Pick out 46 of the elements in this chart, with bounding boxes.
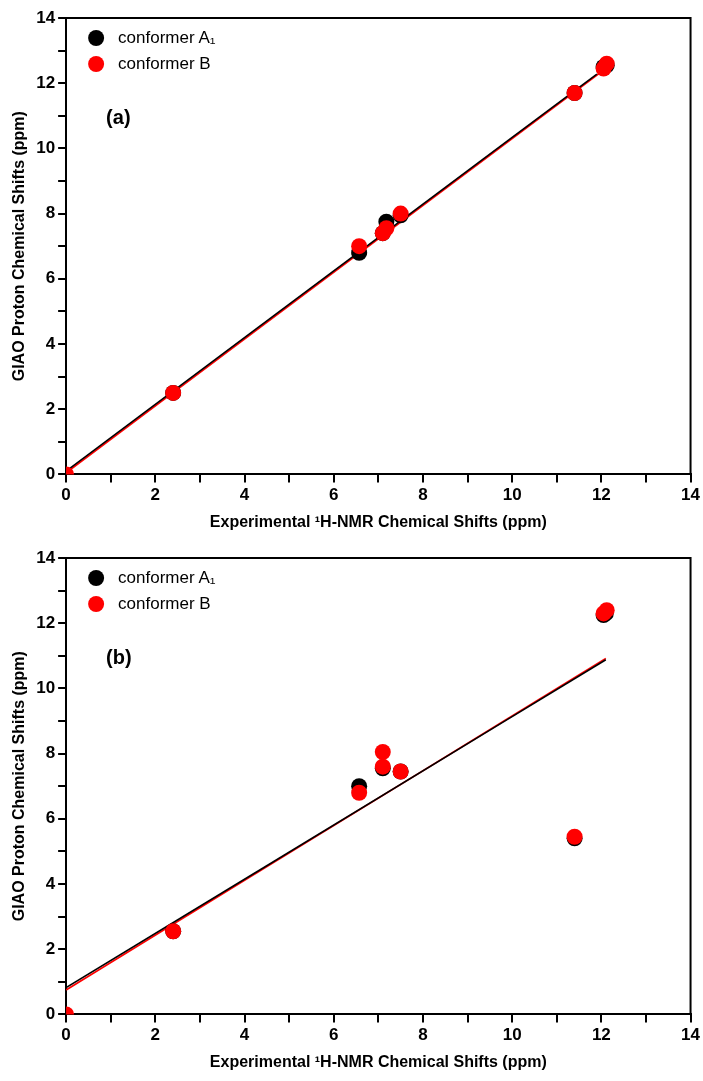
x-tick-label: 4: [239, 1025, 250, 1045]
y-tick-label: 4: [45, 873, 56, 893]
y-tick-label: 12: [36, 612, 56, 632]
x-axis-title: Experimental ¹H-NMR Chemical Shifts (ppm): [209, 1052, 547, 1070]
y-tick-label: 6: [45, 268, 56, 288]
x-tick-label: 12: [591, 1025, 611, 1045]
y-tick-label: 0: [45, 464, 56, 484]
annotation: (a): [106, 105, 131, 128]
y-axis-title: GIAO Proton Chemical Shifts (ppm): [10, 111, 28, 382]
x-tick-label: 10: [502, 485, 522, 505]
y-tick-label: 14: [36, 7, 56, 27]
legend-label: conformer A₁: [118, 567, 216, 587]
y-axis-title: GIAO Proton Chemical Shifts (ppm): [10, 651, 28, 922]
y-tick-label: 12: [36, 72, 56, 92]
legend-label: conformer A₁: [118, 27, 216, 47]
point: [374, 743, 391, 760]
x-tick-label: 10: [502, 1025, 522, 1045]
x-tick-label: 6: [328, 1025, 339, 1045]
x-tick-label: 2: [150, 1025, 161, 1045]
point: [351, 784, 368, 801]
x-tick-label: 14: [681, 485, 701, 505]
y-tick-label: 0: [45, 1004, 56, 1024]
y-tick-label: 14: [36, 547, 56, 567]
annotation: (b): [106, 645, 132, 668]
x-tick-label: 14: [681, 1025, 701, 1045]
x-tick-label: 0: [61, 1025, 71, 1045]
legend-label: conformer B: [118, 593, 211, 613]
y-tick-label: 8: [45, 203, 56, 223]
y-tick-label: 2: [45, 938, 56, 958]
y-tick-label: 6: [45, 808, 56, 828]
y-tick-label: 10: [36, 138, 56, 158]
x-tick-label: 2: [150, 485, 161, 505]
point: [378, 220, 395, 237]
y-tick-label: 2: [45, 398, 56, 418]
y-tick-label: 10: [36, 678, 56, 698]
x-tick-label: 4: [239, 485, 250, 505]
x-tick-label: 8: [418, 485, 428, 505]
x-tick-label: 6: [328, 485, 339, 505]
point: [351, 238, 368, 255]
y-tick-label: 8: [45, 743, 56, 763]
x-tick-label: 8: [418, 1025, 428, 1045]
x-tick-label: 12: [591, 485, 611, 505]
y-tick-label: 4: [45, 333, 56, 353]
x-tick-label: 0: [61, 485, 71, 505]
legend-label: conformer B: [118, 53, 211, 73]
x-axis-title: Experimental ¹H-NMR Chemical Shifts (ppm): [209, 512, 547, 530]
